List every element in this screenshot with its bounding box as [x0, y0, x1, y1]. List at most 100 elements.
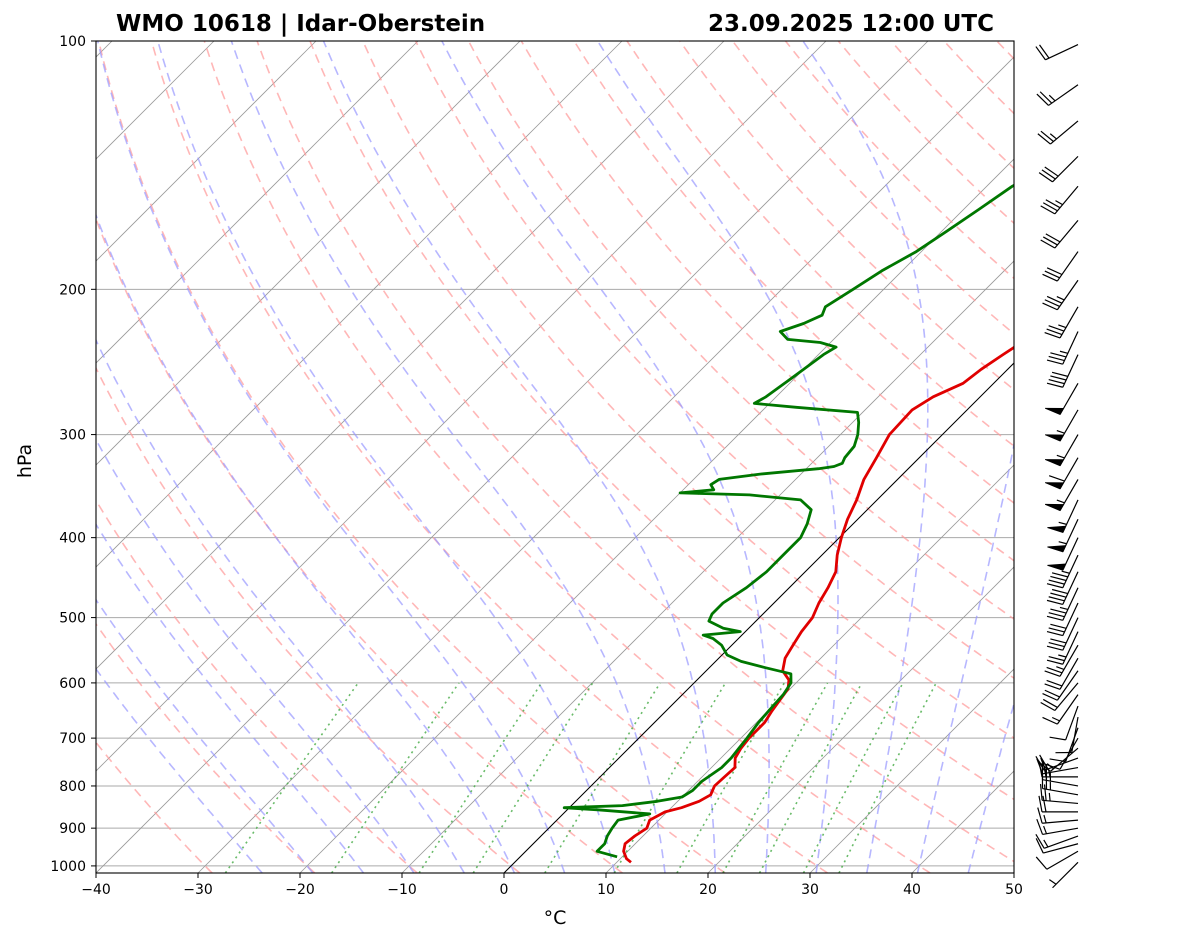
barb-half-flag [1056, 666, 1065, 670]
barb-flag [1046, 630, 1063, 637]
x-tick-label: 50 [1005, 882, 1023, 898]
wind-barb [1044, 479, 1079, 512]
barb-flag [1041, 169, 1056, 180]
barb-flag [1048, 579, 1065, 585]
barb-shaft [1043, 757, 1079, 771]
barb-flag [1046, 267, 1063, 276]
wind-barb [1040, 220, 1079, 249]
barb-shaft [1042, 827, 1079, 836]
wind-barb [1038, 155, 1079, 183]
wind-barbs [1035, 44, 1079, 889]
moist-adiabat [967, 700, 1014, 873]
barb-shaft [1071, 716, 1079, 753]
wind-barb [1037, 120, 1079, 145]
barb-half-flag [1049, 879, 1057, 885]
barb-flag [1044, 299, 1060, 308]
barb-shaft [1062, 554, 1079, 589]
barb-flag [1039, 91, 1053, 104]
barb-flag [1051, 588, 1069, 595]
barb-shaft [1043, 835, 1079, 849]
dry-adiabat [96, 741, 213, 873]
barb-flag [1042, 716, 1058, 725]
barb-flag [1046, 666, 1063, 674]
isotherm-line [96, 41, 521, 466]
barb-flag [1042, 236, 1058, 246]
wind-barb [1038, 795, 1078, 813]
barb-flag [1045, 233, 1061, 243]
barb-flag [1045, 199, 1061, 209]
barb-flag [1049, 758, 1066, 763]
barb-flag [1044, 332, 1061, 339]
barb-pennant [1044, 407, 1065, 415]
wind-barb [1046, 331, 1079, 365]
barb-shaft [1042, 779, 1079, 787]
dry-adiabat [309, 41, 1014, 801]
wind-barb [1044, 434, 1079, 467]
barb-flag [1050, 638, 1067, 644]
barb-shaft [1059, 644, 1079, 677]
title-station: WMO 10618 | Idar-Oberstein [116, 11, 485, 37]
x-tick-label: 0 [500, 882, 509, 898]
isotherm-line [96, 41, 827, 772]
barb-shaft [1052, 861, 1079, 889]
barb-shaft [1054, 185, 1079, 215]
barb-shaft [1062, 571, 1079, 605]
dry-adiabat [679, 41, 1014, 391]
isotherm-line [96, 41, 725, 670]
barb-flag [1035, 46, 1046, 61]
background-lines [96, 41, 1014, 873]
barb-flag [1048, 641, 1065, 648]
barb-flag [1046, 659, 1063, 665]
barb-half-flag [1043, 825, 1048, 834]
dry-adiabat [96, 622, 316, 873]
barb-flag [1046, 583, 1063, 589]
barb-shaft [1043, 843, 1079, 854]
barb-flag [1046, 328, 1063, 336]
wind-barb [1046, 354, 1079, 388]
wind-barb [1046, 554, 1079, 589]
barb-half-flag [1055, 200, 1063, 206]
barb-flag [1050, 623, 1067, 629]
title-datetime: 23.09.2025 12:00 UTC [708, 11, 994, 37]
wind-barb [1035, 850, 1079, 870]
barb-flag [1040, 701, 1056, 712]
barb-half-flag [1051, 716, 1060, 722]
barb-flag [1048, 656, 1065, 662]
isotherm-line [96, 41, 419, 364]
barb-shaft [1054, 220, 1079, 249]
barb-flag [1044, 689, 1060, 698]
barb-flag [1048, 325, 1065, 332]
barb-flag [1039, 44, 1050, 59]
wind-barb [1049, 705, 1079, 741]
barb-shaft [1059, 657, 1079, 690]
barb-flag [1048, 355, 1065, 362]
barb-shaft [1056, 670, 1079, 701]
barb-shaft [1062, 354, 1079, 388]
y-axis-ticks: 1000 900 800 700 600 500 400 300 200 100 [50, 34, 96, 875]
x-tick-label: −40 [81, 882, 111, 898]
wind-barb [1049, 727, 1079, 763]
barb-half-flag [1056, 454, 1065, 459]
dry-adiabat [414, 41, 1014, 680]
barb-shaft [1062, 631, 1079, 665]
barb-flag [1035, 856, 1048, 870]
wind-barb [1044, 657, 1079, 690]
barb-shaft [1059, 306, 1079, 339]
barb-flag [1048, 475, 1065, 482]
barb-flag [1046, 679, 1063, 687]
barb-flag [1037, 807, 1043, 824]
mixing-ratio-line [418, 682, 543, 873]
isotherm-line [299, 158, 1014, 873]
wind-barb [1044, 409, 1079, 442]
barb-flag [1046, 382, 1063, 388]
barb-half-flag [1043, 839, 1049, 848]
barb-half-flag [1049, 133, 1057, 140]
barb-pennant [1044, 503, 1065, 512]
y-tick-label: 800 [59, 779, 86, 795]
wind-barb [1042, 251, 1079, 282]
barb-flag [1042, 795, 1047, 812]
y-tick-label: 200 [59, 282, 86, 298]
barb-shaft [1042, 766, 1079, 775]
barb-flag [1042, 692, 1058, 701]
wind-barb [1049, 861, 1079, 889]
